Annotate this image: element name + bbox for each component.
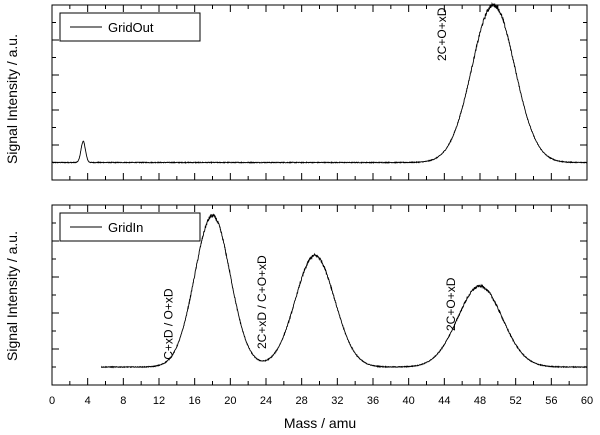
x-tick-label: 4	[85, 395, 91, 407]
panel-gridin: GridIn C+xD / O+xD 2C+xD / C+O+xD 2C+O+xD	[51, 204, 588, 386]
series-line-gridin	[100, 213, 588, 369]
panel-gridout: GridOut 2C+O+xD	[51, 1, 588, 181]
x-tick-label: 40	[403, 395, 415, 407]
series-line-gridout	[51, 1, 588, 165]
x-tick-label: 52	[510, 395, 522, 407]
x-tick-label: 24	[260, 395, 272, 407]
x-tick-label: 44	[438, 395, 450, 407]
x-axis-title: Mass / amu	[284, 415, 356, 431]
x-tick-label: 16	[189, 395, 201, 407]
x-tick-label: 0	[49, 395, 55, 407]
x-tick-label: 12	[153, 395, 165, 407]
legend-label: GridIn	[108, 220, 143, 235]
x-tick-label: 28	[296, 395, 308, 407]
x-tick-label: 48	[474, 395, 486, 407]
y-axis-title-bottom: Signal Intensity / a.u.	[4, 231, 20, 361]
legend-label: GridOut	[108, 20, 154, 35]
x-axis: 0 4 8 12 16 20 24 28 32 36 40 44 48 52 56 60	[49, 395, 593, 407]
peak-annotation: C+xD / O+xD	[161, 288, 175, 360]
peak-annotation: 2C+O+xD	[444, 277, 458, 331]
x-tick-label: 20	[224, 395, 236, 407]
peak-annotation: 2C+xD / C+O+xD	[255, 255, 269, 349]
x-tick-label: 56	[545, 395, 557, 407]
x-tick-label: 8	[120, 395, 126, 407]
peak-annotation: 2C+O+xD	[435, 7, 449, 61]
x-tick-label: 36	[367, 395, 379, 407]
x-tick-label: 32	[331, 395, 343, 407]
legend-box	[59, 212, 201, 242]
x-tick-label: 60	[581, 395, 593, 407]
y-axis-title-top: Signal Intensity / a.u.	[4, 34, 20, 164]
